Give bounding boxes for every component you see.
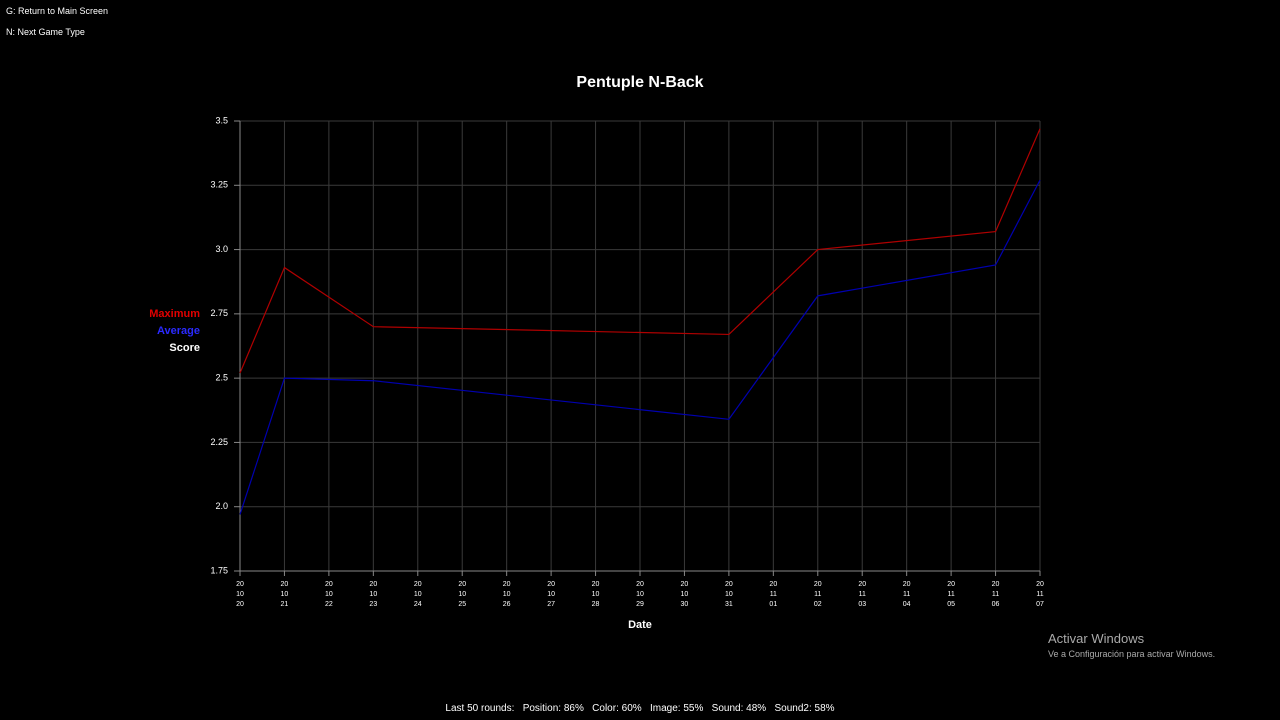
x-tick-label: 20 10 28 [591, 581, 600, 608]
y-tick-label: 1.75 [210, 565, 228, 575]
x-tick-label: 20 11 03 [858, 581, 867, 608]
control-hint: G: Return to Main Screen [6, 6, 109, 16]
x-tick-label: 20 11 06 [991, 581, 1000, 608]
x-tick-label: 20 11 02 [813, 581, 822, 608]
legend-label: Maximum [149, 308, 200, 320]
x-tick-label: 20 11 04 [902, 581, 911, 608]
y-tick-label: 3.0 [215, 244, 228, 254]
y-tick-label: 2.5 [215, 373, 228, 383]
series-line [239, 128, 1041, 374]
y-tick-label: 3.25 [210, 180, 228, 190]
y-tick-label: 3.5 [215, 115, 228, 125]
chart-title: Pentuple N-Back [576, 74, 703, 91]
legend-label: Average [157, 325, 200, 337]
x-tick-label: 20 10 27 [547, 581, 555, 608]
x-axis-label: Date [628, 619, 652, 631]
x-tick-label: 20 10 26 [502, 581, 511, 608]
x-tick-label: 20 11 07 [1036, 581, 1044, 608]
x-tick-label: 20 10 24 [413, 581, 422, 608]
watermark-title: Activar Windows [1048, 631, 1145, 646]
y-tick-label: 2.0 [215, 501, 228, 511]
x-tick-label: 20 10 21 [280, 581, 289, 608]
watermark-text: Ve a Configuración para activar Windows. [1048, 649, 1216, 659]
x-tick-label: 20 11 05 [947, 581, 955, 608]
x-tick-label: 20 10 29 [636, 581, 644, 608]
x-tick-label: 20 10 23 [369, 581, 378, 608]
y-tick-label: 2.75 [210, 308, 228, 318]
y-tick-label: 2.25 [210, 437, 228, 447]
control-hint: N: Next Game Type [6, 27, 85, 37]
x-tick-label: 20 10 30 [680, 581, 689, 608]
x-tick-label: 20 10 25 [458, 581, 467, 608]
x-tick-label: 20 10 20 [236, 581, 244, 608]
x-tick-label: 20 11 01 [769, 581, 778, 608]
x-tick-label: 20 10 31 [724, 581, 733, 608]
footer-stats: Last 50 rounds: Position: 86% Color: 60%… [445, 703, 835, 714]
y-axis-label: Score [169, 342, 200, 354]
x-tick-label: 20 10 22 [324, 581, 333, 608]
series-line [239, 179, 1041, 515]
